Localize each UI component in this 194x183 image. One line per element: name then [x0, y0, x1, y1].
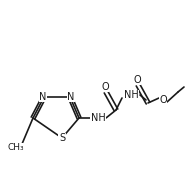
Text: CH₃: CH₃	[8, 143, 24, 152]
Text: O: O	[133, 75, 141, 85]
Text: N: N	[67, 92, 75, 102]
Text: O: O	[159, 95, 167, 105]
Text: NH: NH	[91, 113, 105, 123]
Text: NH: NH	[124, 90, 138, 100]
Text: N: N	[39, 92, 47, 102]
Text: O: O	[101, 82, 109, 92]
Text: S: S	[59, 133, 65, 143]
